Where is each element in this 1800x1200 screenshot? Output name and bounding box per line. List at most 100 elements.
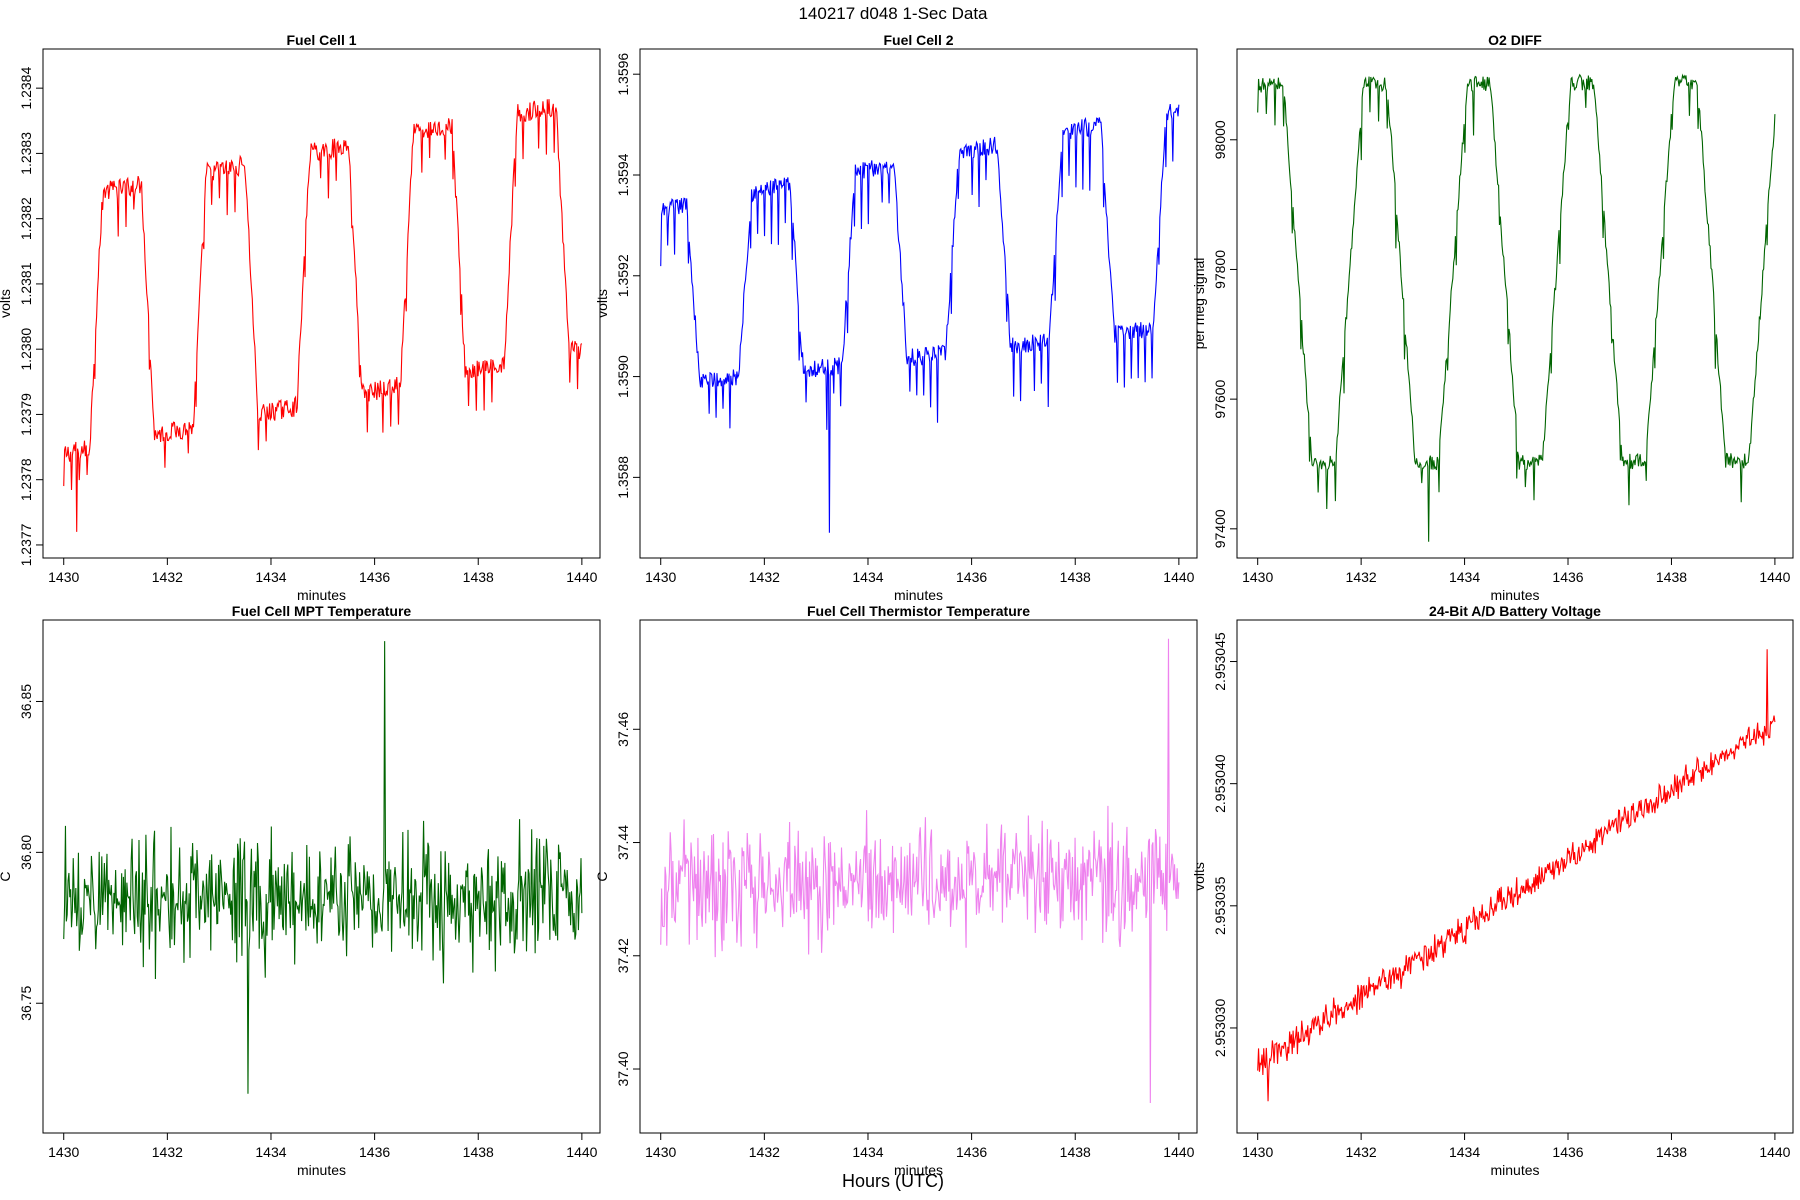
x-tick-label: 1430	[645, 569, 676, 585]
y-axis-label: volts	[0, 289, 13, 318]
y-tick-label: 36.80	[18, 835, 34, 870]
x-tick-label: 1438	[463, 569, 494, 585]
y-tick-label: 37.40	[615, 1051, 631, 1086]
y-tick-label: 1.3592	[615, 254, 631, 297]
x-tick-label: 1430	[1242, 569, 1273, 585]
y-tick-label: 1.2379	[18, 393, 34, 436]
x-tick-label: 1434	[255, 569, 286, 585]
x-tick-label: 1440	[1759, 569, 1790, 585]
x-tick-label: 1432	[152, 1144, 183, 1160]
y-axis-label: C	[0, 871, 13, 881]
y-tick-label: 1.2381	[18, 262, 34, 305]
x-tick-label: 1434	[1449, 569, 1480, 585]
y-axis-label: volts	[594, 289, 610, 318]
y-tick-label: 97400	[1212, 509, 1228, 548]
plot-frame	[42, 619, 601, 1134]
panel-fuel-cell-2: Fuel Cell 2 minutes volts 1430 1432 1434 14…	[594, 32, 1198, 603]
y-tick-label: 1.3596	[615, 53, 631, 96]
y-tick-label: 1.3588	[615, 456, 631, 499]
x-tick-label: 1440	[1163, 1144, 1194, 1160]
y-tick-label: 1.2384	[18, 67, 34, 110]
y-tick-label: 2.953030	[1212, 999, 1228, 1058]
y-tick-label: 2.953045	[1212, 632, 1228, 691]
panel-title: Fuel Cell 2	[883, 32, 953, 48]
x-tick-label: 1430	[48, 1144, 79, 1160]
x-axis-label: minutes	[894, 587, 943, 603]
panel-title: Fuel Cell Thermistor Temperature	[807, 603, 1030, 619]
panel-fuel-cell-1: Fuel Cell 1 minutes volts 1430 1432 1434 14…	[0, 32, 601, 603]
series-line	[1257, 73, 1776, 542]
plot-frame	[1236, 619, 1794, 1134]
panel-title: Fuel Cell 1	[286, 32, 356, 48]
series-line	[660, 638, 1180, 1103]
x-tick-label: 1440	[1163, 569, 1194, 585]
y-tick-label: 1.2380	[18, 328, 34, 371]
plot-frame	[42, 48, 601, 559]
x-axis-label: minutes	[894, 1162, 943, 1178]
x-tick-label: 1436	[359, 569, 390, 585]
panel-title: Fuel Cell MPT Temperature	[232, 603, 412, 619]
x-tick-label: 1436	[956, 1144, 987, 1160]
plot-frame	[1236, 48, 1794, 559]
y-axis-label: C	[594, 871, 610, 881]
y-tick-label: 1.2383	[18, 132, 34, 175]
panel-thermistor-temperature: Fuel Cell Thermistor Temperature minutes…	[594, 603, 1198, 1178]
x-tick-label: 1438	[1060, 569, 1091, 585]
x-axis-label: minutes	[1490, 1162, 1539, 1178]
x-tick-label: 1436	[1552, 1144, 1583, 1160]
series-line	[1257, 649, 1776, 1102]
x-tick-label: 1440	[566, 569, 597, 585]
x-tick-label: 1430	[1242, 1144, 1273, 1160]
x-tick-label: 1436	[1552, 569, 1583, 585]
y-tick-label: 37.44	[615, 825, 631, 860]
x-tick-label: 1432	[1346, 1144, 1377, 1160]
x-tick-label: 1432	[152, 569, 183, 585]
x-tick-label: 1432	[749, 1144, 780, 1160]
x-tick-label: 1432	[749, 569, 780, 585]
figure-suptitle: 140217 d048 1-Sec Data	[798, 4, 988, 23]
y-tick-label: 36.75	[18, 986, 34, 1021]
y-tick-label: 36.85	[18, 684, 34, 719]
y-tick-label: 1.2378	[18, 458, 34, 501]
x-tick-label: 1434	[1449, 1144, 1480, 1160]
x-tick-label: 1436	[956, 569, 987, 585]
x-axis-label: minutes	[297, 587, 346, 603]
x-tick-label: 1438	[1060, 1144, 1091, 1160]
x-tick-label: 1438	[1656, 569, 1687, 585]
y-tick-label: 1.2382	[18, 197, 34, 240]
x-tick-label: 1438	[1656, 1144, 1687, 1160]
y-tick-label: 37.46	[615, 712, 631, 747]
y-tick-label: 37.42	[615, 938, 631, 973]
x-tick-label: 1432	[1346, 569, 1377, 585]
x-tick-label: 1434	[852, 569, 883, 585]
panel-title: 24-Bit A/D Battery Voltage	[1429, 603, 1601, 619]
x-tick-label: 1434	[852, 1144, 883, 1160]
panel-o2-diff: O2 DIFF minutes per meg signal 1430 1432 1…	[1191, 32, 1794, 603]
y-tick-label: 1.3594	[615, 153, 631, 196]
x-tick-label: 1440	[566, 1144, 597, 1160]
panel-battery-voltage: 24-Bit A/D Battery Voltage minutes volts…	[1191, 603, 1794, 1178]
x-tick-label: 1436	[359, 1144, 390, 1160]
x-tick-label: 1440	[1759, 1144, 1790, 1160]
y-tick-label: 97800	[1212, 250, 1228, 289]
y-tick-label: 2.953035	[1212, 876, 1228, 935]
y-tick-label: 98000	[1212, 120, 1228, 159]
panel-title: O2 DIFF	[1488, 32, 1542, 48]
figure-bottom-label: Hours (UTC)	[842, 1171, 944, 1191]
x-axis-label: minutes	[297, 1162, 346, 1178]
series-line	[63, 641, 583, 1094]
x-tick-label: 1438	[463, 1144, 494, 1160]
x-tick-label: 1434	[255, 1144, 286, 1160]
y-tick-label: 1.2377	[18, 523, 34, 566]
x-tick-label: 1430	[645, 1144, 676, 1160]
series-line	[660, 103, 1180, 533]
plot-frame	[639, 48, 1198, 559]
y-axis-label: volts	[1191, 862, 1207, 891]
plot-frame	[639, 619, 1198, 1134]
y-tick-label: 97600	[1212, 379, 1228, 418]
y-tick-label: 2.953040	[1212, 754, 1228, 813]
x-axis-label: minutes	[1490, 587, 1539, 603]
x-tick-label: 1430	[48, 569, 79, 585]
series-line	[63, 99, 583, 532]
